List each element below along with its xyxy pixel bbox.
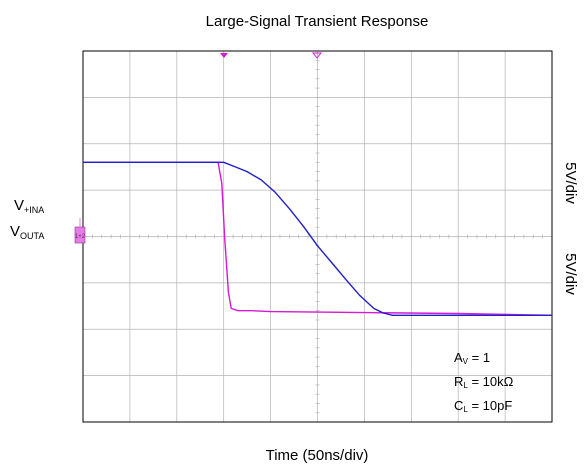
trigger-marker-filled	[220, 53, 228, 58]
annotation-av: AV = 1	[454, 350, 490, 366]
annotation-rl: RL = 10kΩ	[454, 374, 514, 390]
annotation-cl: CL = 10pF	[454, 398, 512, 414]
trigger-marker-outline	[311, 52, 323, 59]
legend-vina: V+INA	[14, 197, 44, 215]
conditions-annotation: AV = 1 RL = 10kΩ CL = 10pF	[454, 350, 514, 414]
chart-title: Large-Signal Transient Response	[206, 13, 429, 30]
legend-vouta: VOUTA	[10, 223, 44, 241]
channel-ground-marker-label: 1+2	[75, 234, 86, 240]
series-vina-line	[83, 161, 552, 316]
x-axis-label: Time (50ns/div)	[266, 447, 369, 464]
traces	[83, 161, 553, 316]
right-label-2: 5V/div	[562, 253, 579, 295]
series-vouta-line	[83, 161, 553, 316]
right-label-1: 5V/div	[562, 162, 579, 204]
grid	[82, 50, 553, 423]
